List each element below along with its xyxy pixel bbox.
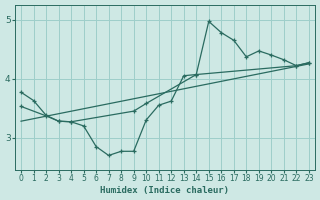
X-axis label: Humidex (Indice chaleur): Humidex (Indice chaleur) bbox=[100, 186, 229, 195]
